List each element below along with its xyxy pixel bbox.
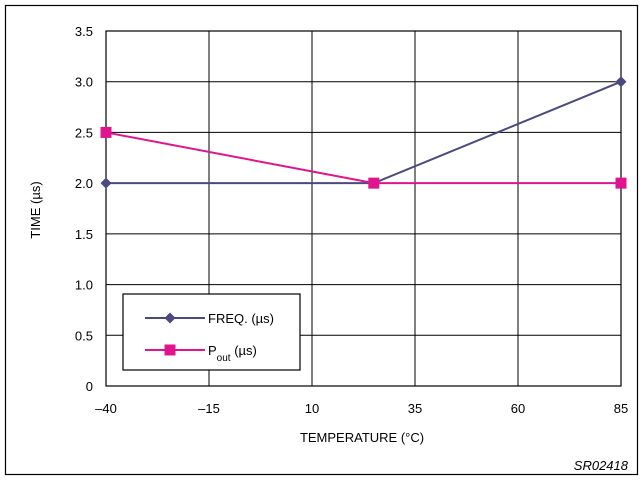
y-axis-ticks: 0 0.5 1.0 1.5 2.0 2.5 3.0 3.5 bbox=[75, 24, 93, 394]
x-tick-label: 35 bbox=[408, 401, 422, 416]
legend-freq-marker bbox=[164, 312, 176, 324]
freq-data-point bbox=[100, 177, 112, 189]
y-tick-label: 0 bbox=[86, 379, 93, 394]
y-tick-label: 2.0 bbox=[75, 176, 93, 191]
x-tick-label: –15 bbox=[198, 401, 220, 416]
legend-pout-marker bbox=[164, 344, 176, 356]
series-layer bbox=[100, 76, 627, 189]
freq-data-point bbox=[615, 76, 627, 88]
y-axis-label: TIME (µs) bbox=[28, 181, 43, 238]
x-tick-label: 85 bbox=[614, 401, 628, 416]
legend: FREQ. (µs) Pout (µs) bbox=[122, 293, 301, 371]
y-tick-label: 0.5 bbox=[75, 328, 93, 343]
x-tick-label: –40 bbox=[95, 401, 117, 416]
y-tick-label: 3.5 bbox=[75, 24, 93, 39]
y-tick-label: 2.5 bbox=[75, 125, 93, 140]
y-tick-label: 1.0 bbox=[75, 278, 93, 293]
plot-area bbox=[105, 30, 622, 387]
y-tick-label: 1.5 bbox=[75, 227, 93, 242]
x-tick-label: 60 bbox=[511, 401, 525, 416]
x-axis-ticks: –40 –15 10 35 60 85 bbox=[95, 401, 628, 416]
legend-box bbox=[122, 293, 301, 371]
figure-code: SR02418 bbox=[574, 458, 629, 473]
pout-data-point bbox=[368, 177, 380, 189]
y-tick-label: 3.0 bbox=[75, 75, 93, 90]
pout-data-point bbox=[100, 126, 112, 138]
x-axis-label: TEMPERATURE (°C) bbox=[300, 430, 424, 445]
legend-pout-label: Pout (µs) bbox=[208, 343, 257, 364]
x-tick-label: 10 bbox=[305, 401, 319, 416]
figure-border bbox=[4, 4, 639, 476]
legend-freq-label: FREQ. (µs) bbox=[208, 311, 274, 326]
pout-data-point bbox=[615, 177, 627, 189]
